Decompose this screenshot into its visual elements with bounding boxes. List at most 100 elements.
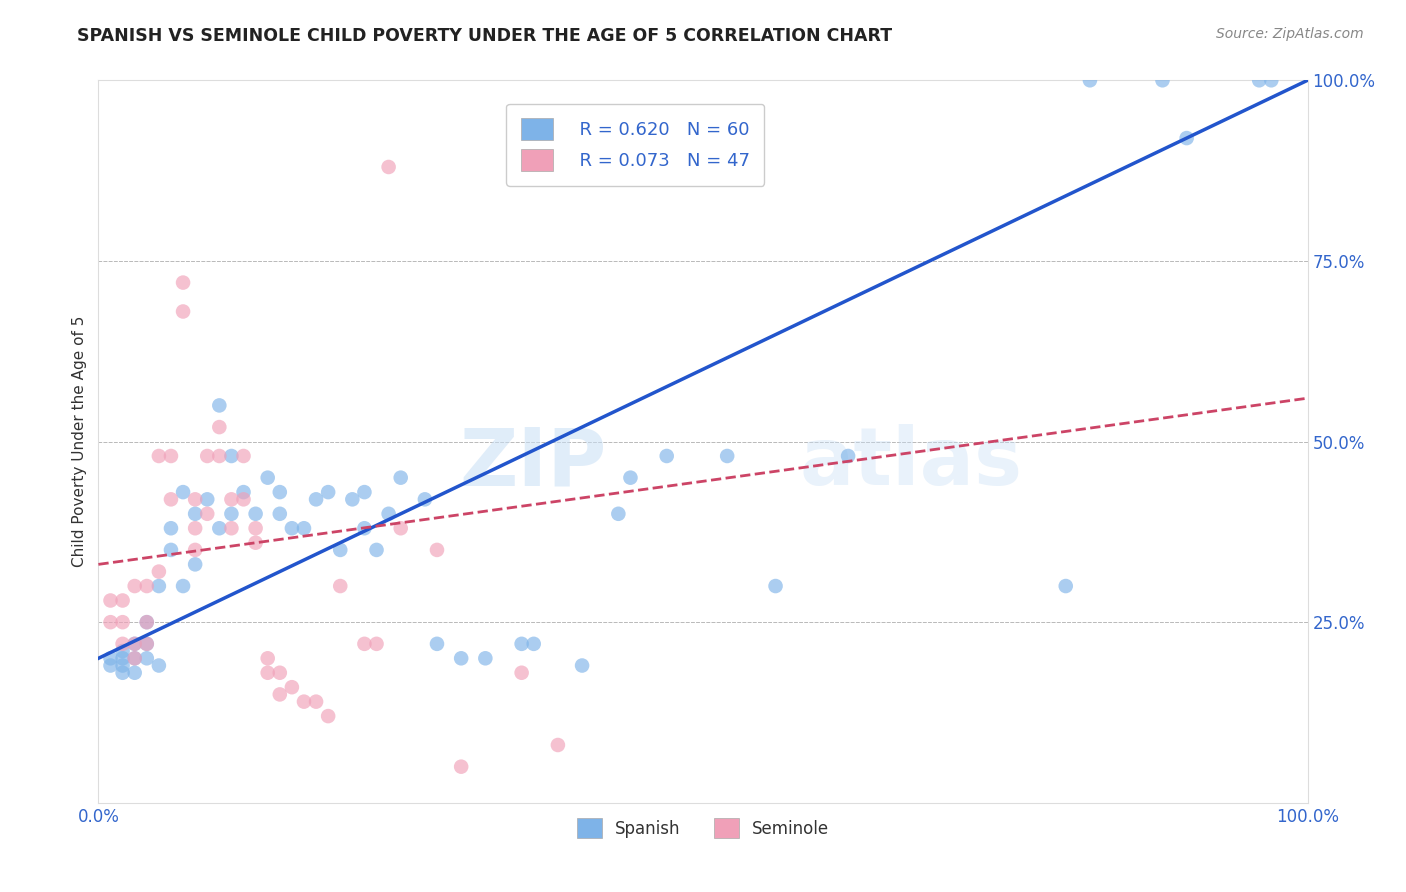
Point bbox=[1054, 579, 1077, 593]
Point bbox=[100, 658, 122, 673]
Text: Source: ZipAtlas.com: Source: ZipAtlas.com bbox=[1216, 27, 1364, 41]
Point bbox=[377, 160, 399, 174]
Point bbox=[148, 579, 170, 593]
Point bbox=[135, 579, 157, 593]
Point bbox=[111, 651, 134, 665]
Point bbox=[389, 470, 412, 484]
Point bbox=[221, 449, 243, 463]
Legend: Spanish, Seminole: Spanish, Seminole bbox=[569, 812, 837, 845]
Point bbox=[426, 542, 449, 557]
Point bbox=[124, 651, 146, 665]
Point bbox=[172, 485, 194, 500]
Point bbox=[111, 637, 134, 651]
Point bbox=[510, 665, 533, 680]
Point bbox=[329, 579, 352, 593]
Point bbox=[1175, 131, 1198, 145]
Point bbox=[269, 687, 291, 701]
Point bbox=[160, 521, 183, 535]
Point bbox=[413, 492, 436, 507]
Point bbox=[316, 709, 339, 723]
Point bbox=[160, 492, 183, 507]
Point bbox=[208, 521, 231, 535]
Point bbox=[124, 637, 146, 651]
Point bbox=[100, 615, 122, 630]
Point bbox=[547, 738, 569, 752]
Point bbox=[366, 637, 388, 651]
Point bbox=[232, 449, 254, 463]
Point bbox=[111, 658, 134, 673]
Point bbox=[232, 485, 254, 500]
Point bbox=[135, 637, 157, 651]
Point bbox=[111, 615, 134, 630]
Point bbox=[269, 485, 291, 500]
Point bbox=[232, 492, 254, 507]
Point bbox=[837, 449, 859, 463]
Point bbox=[172, 304, 194, 318]
Point bbox=[184, 521, 207, 535]
Point bbox=[353, 521, 375, 535]
Point bbox=[342, 492, 364, 507]
Point bbox=[353, 485, 375, 500]
Point bbox=[135, 637, 157, 651]
Point bbox=[245, 521, 267, 535]
Point bbox=[172, 579, 194, 593]
Point bbox=[111, 593, 134, 607]
Point bbox=[148, 565, 170, 579]
Point bbox=[208, 420, 231, 434]
Point bbox=[172, 276, 194, 290]
Point bbox=[221, 521, 243, 535]
Point bbox=[184, 507, 207, 521]
Point bbox=[256, 470, 278, 484]
Point bbox=[619, 470, 641, 484]
Point bbox=[353, 637, 375, 651]
Point bbox=[450, 760, 472, 774]
Text: ZIP: ZIP bbox=[458, 425, 606, 502]
Point bbox=[256, 651, 278, 665]
Point bbox=[389, 521, 412, 535]
Point bbox=[135, 651, 157, 665]
Point bbox=[124, 651, 146, 665]
Point bbox=[1152, 73, 1174, 87]
Point bbox=[245, 507, 267, 521]
Point bbox=[208, 449, 231, 463]
Point bbox=[135, 615, 157, 630]
Point bbox=[245, 535, 267, 549]
Point bbox=[124, 665, 146, 680]
Point bbox=[1260, 73, 1282, 87]
Point bbox=[160, 449, 183, 463]
Point bbox=[269, 665, 291, 680]
Point bbox=[329, 542, 352, 557]
Point bbox=[111, 644, 134, 658]
Point bbox=[100, 651, 122, 665]
Point bbox=[184, 492, 207, 507]
Point bbox=[523, 637, 546, 651]
Point bbox=[184, 558, 207, 572]
Point bbox=[135, 615, 157, 630]
Point bbox=[292, 521, 315, 535]
Point bbox=[221, 507, 243, 521]
Point bbox=[111, 665, 134, 680]
Point bbox=[510, 637, 533, 651]
Text: atlas: atlas bbox=[800, 425, 1022, 502]
Point bbox=[474, 651, 496, 665]
Point bbox=[208, 398, 231, 412]
Point bbox=[148, 449, 170, 463]
Point bbox=[316, 485, 339, 500]
Point bbox=[184, 542, 207, 557]
Point bbox=[195, 507, 218, 521]
Point bbox=[1249, 73, 1271, 87]
Point bbox=[450, 651, 472, 665]
Point bbox=[1078, 73, 1101, 87]
Point bbox=[221, 492, 243, 507]
Text: SPANISH VS SEMINOLE CHILD POVERTY UNDER THE AGE OF 5 CORRELATION CHART: SPANISH VS SEMINOLE CHILD POVERTY UNDER … bbox=[77, 27, 893, 45]
Point bbox=[256, 665, 278, 680]
Point bbox=[655, 449, 678, 463]
Point bbox=[716, 449, 738, 463]
Point bbox=[765, 579, 787, 593]
Point bbox=[195, 492, 218, 507]
Point bbox=[292, 695, 315, 709]
Point bbox=[305, 695, 328, 709]
Point bbox=[195, 449, 218, 463]
Point bbox=[160, 542, 183, 557]
Point bbox=[124, 637, 146, 651]
